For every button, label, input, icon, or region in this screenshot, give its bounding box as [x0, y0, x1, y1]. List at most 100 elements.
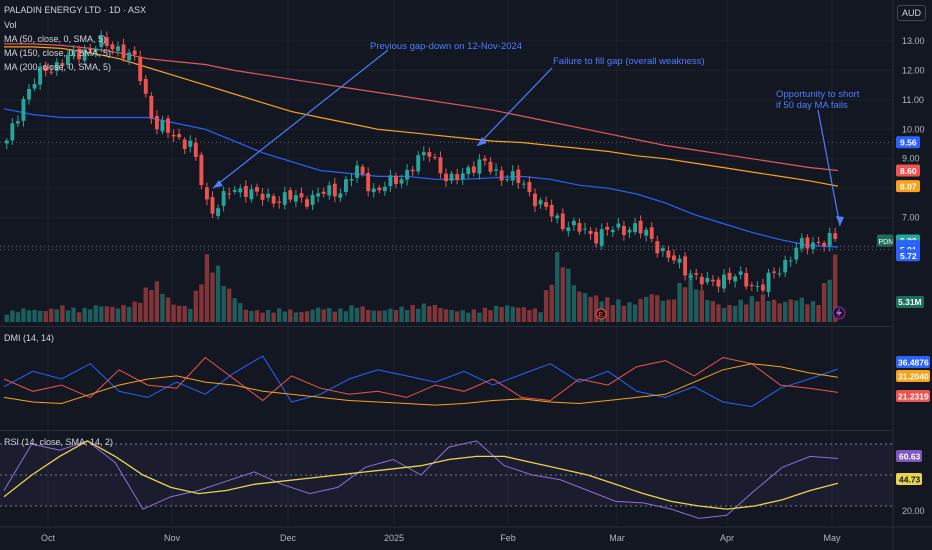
- volume-bar: [288, 309, 293, 322]
- candle: [188, 140, 193, 147]
- volume-bar: [677, 282, 682, 322]
- annotation-arrow: [817, 109, 841, 227]
- dmi-di-line: [3, 356, 839, 402]
- volume-bar: [577, 291, 582, 322]
- candle: [221, 191, 226, 206]
- volume-bar: [638, 298, 643, 322]
- candle: [405, 169, 410, 180]
- volume-label-text: 5.31M: [898, 297, 922, 307]
- volume-bar: [115, 308, 121, 322]
- volume-bar: [443, 309, 449, 322]
- volume-bar: [249, 311, 254, 322]
- volume-bar: [93, 305, 98, 322]
- candle: [104, 37, 109, 46]
- candle: [427, 152, 432, 157]
- volume-bar: [749, 296, 754, 322]
- volume-bar: [610, 305, 615, 322]
- volume-bar: [132, 301, 137, 322]
- candle: [583, 228, 587, 230]
- candle: [694, 273, 699, 275]
- volume-bar: [71, 307, 76, 322]
- candle: [49, 71, 54, 73]
- candle: [216, 208, 221, 216]
- volume-bar: [449, 310, 454, 322]
- candle: [110, 44, 115, 50]
- volume-bar: [788, 299, 793, 322]
- volume-bar: [310, 309, 315, 322]
- volume-bar: [176, 305, 182, 322]
- volume-bar: [54, 309, 59, 322]
- volume-bar: [760, 294, 766, 322]
- candle: [633, 223, 638, 233]
- chart-title: PALADIN ENERGY LTD · 1D · ASX: [4, 5, 147, 15]
- dmi-value-label-text: 36.4876: [898, 358, 929, 368]
- candle: [599, 229, 604, 246]
- candle: [827, 232, 832, 246]
- dmi-legend: DMI (14, 14): [4, 333, 55, 343]
- candle: [166, 118, 170, 133]
- volume-bar: [60, 305, 65, 322]
- dmi-value-label-text: 21.2319: [898, 392, 929, 402]
- volume-bar: [110, 306, 115, 322]
- candle: [616, 223, 621, 228]
- volume-bar: [694, 289, 699, 322]
- candle: [521, 183, 526, 185]
- candle: [777, 273, 782, 275]
- volume-bar: [88, 309, 93, 322]
- candle: [160, 120, 165, 132]
- x-tick-label: Oct: [41, 533, 56, 543]
- volume-bar: [260, 312, 265, 322]
- volume-bar: [727, 304, 732, 322]
- volume-bar: [271, 312, 276, 322]
- candle: [127, 52, 132, 61]
- candle: [727, 272, 732, 280]
- candle: [672, 255, 676, 261]
- annotation-arrow: [212, 49, 389, 189]
- candle: [822, 242, 827, 247]
- ma150-line: [4, 46, 839, 187]
- candle: [243, 186, 248, 197]
- candle: [293, 195, 298, 202]
- volume-bar: [188, 308, 193, 322]
- volume-bar: [149, 289, 154, 322]
- pane-separator[interactable]: [0, 430, 893, 431]
- volume-bar: [49, 308, 54, 322]
- volume-bar: [521, 307, 527, 322]
- volume-bar: [21, 308, 26, 322]
- price-label: [896, 249, 920, 262]
- y-tick-label: 12.00: [902, 65, 925, 75]
- pane-separator[interactable]: [0, 326, 893, 327]
- price-label: [896, 164, 920, 177]
- candle: [677, 258, 682, 263]
- rsi-legend: RSI (14, close, SMA, 14, 2): [4, 437, 114, 447]
- x-tick-label: Nov: [164, 533, 181, 543]
- x-tick-label: Apr: [720, 533, 734, 543]
- volume-bar: [15, 312, 21, 322]
- volume-bar: [432, 304, 438, 322]
- volume-bar: [766, 300, 771, 322]
- y-tick-label: 9.00: [902, 154, 920, 164]
- candle: [577, 223, 582, 232]
- candle: [177, 134, 182, 138]
- volume-bar: [454, 311, 460, 322]
- volume-bar: [721, 308, 727, 322]
- price-label-text: 8.07: [900, 182, 917, 192]
- candle: [266, 193, 271, 198]
- volume-bar: [427, 306, 432, 322]
- volume-bar: [799, 297, 805, 322]
- candle: [555, 215, 560, 219]
- candle: [683, 256, 688, 276]
- candle: [621, 225, 626, 235]
- volume-bar: [227, 288, 232, 322]
- candle: [65, 54, 70, 65]
- candle: [154, 116, 159, 130]
- candle: [794, 247, 799, 260]
- candle: [21, 99, 26, 121]
- volume-bar: [282, 311, 287, 322]
- candle: [60, 63, 65, 66]
- candle: [338, 193, 343, 198]
- candle: [538, 200, 543, 205]
- candle: [805, 237, 810, 249]
- currency-button[interactable]: AUD: [896, 5, 926, 21]
